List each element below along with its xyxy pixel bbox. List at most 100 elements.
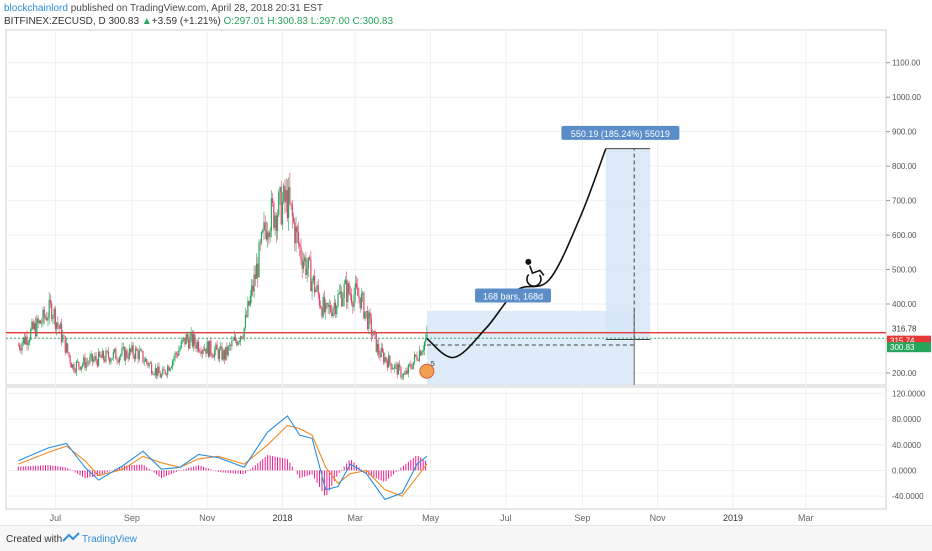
histogram-bar <box>67 468 68 470</box>
histogram-bar <box>398 470 399 471</box>
candle-body <box>68 352 69 356</box>
y-tick-label: 900.00 <box>892 128 917 137</box>
indicator-tick-label: -40.0000 <box>892 492 924 501</box>
histogram-bar <box>198 465 199 470</box>
histogram-bar <box>410 460 411 471</box>
candle-body <box>307 269 308 275</box>
histogram-bar <box>50 465 51 470</box>
candle-body <box>378 344 379 355</box>
histogram-bar <box>178 470 179 471</box>
candle-body <box>408 365 409 374</box>
histogram-bar <box>317 470 318 482</box>
candle-body <box>167 366 168 374</box>
histogram-bar <box>304 470 305 476</box>
candle-body <box>281 187 282 224</box>
candle-body <box>75 371 76 372</box>
candle-body <box>58 326 59 329</box>
candle-body <box>105 351 106 362</box>
candle-body <box>183 338 184 340</box>
histogram-bar <box>287 459 288 471</box>
candle-body <box>82 364 83 366</box>
candle-body <box>86 362 87 368</box>
y-tick-label: 500.00 <box>892 266 917 275</box>
candle-body <box>210 341 211 354</box>
candle-body <box>363 293 364 318</box>
candle-body <box>368 313 369 330</box>
histogram-bar <box>235 470 236 473</box>
candle-body <box>209 341 210 357</box>
candle-body <box>420 351 421 356</box>
candle-body <box>239 341 240 342</box>
candle-body <box>97 361 98 366</box>
candle-body <box>77 362 78 363</box>
candle-body <box>351 295 352 303</box>
candle-body <box>78 362 79 367</box>
histogram-bar <box>161 470 162 478</box>
candle-body <box>361 294 362 308</box>
candle-body <box>315 290 316 292</box>
candle-body <box>83 357 84 364</box>
candle-body <box>65 336 66 353</box>
candle-body <box>310 259 311 291</box>
histogram-bar <box>282 458 283 471</box>
candle-body <box>116 359 117 360</box>
candle-body <box>110 360 111 363</box>
histogram-bar <box>400 468 401 471</box>
candle-body <box>46 317 47 320</box>
histogram-bar <box>405 464 406 471</box>
candle-body <box>202 350 203 354</box>
histogram-bar <box>183 469 184 470</box>
candle-body <box>89 357 90 363</box>
candle-body <box>123 347 124 348</box>
histogram-bar <box>339 470 340 472</box>
histogram-bar <box>166 470 167 476</box>
x-tick-label: Nov <box>199 513 216 523</box>
candle-body <box>365 312 366 319</box>
candle-body <box>70 356 71 363</box>
candle-body <box>263 222 264 230</box>
candle-body <box>197 342 198 349</box>
candle-body <box>407 371 408 374</box>
candle-body <box>236 341 237 345</box>
histogram-bar <box>168 470 169 475</box>
histogram-bar <box>314 470 315 478</box>
candle-body <box>237 342 238 345</box>
indicator-tick-label: 0.0000 <box>892 466 917 475</box>
histogram-bar <box>383 470 384 481</box>
histogram-bar <box>144 465 145 470</box>
tradingview-logo-icon <box>62 532 80 544</box>
histogram-bar <box>270 456 271 471</box>
candle-body <box>120 355 121 357</box>
candle-body <box>182 340 183 341</box>
candle-body <box>279 187 280 192</box>
candle-body <box>350 293 351 294</box>
candle-body <box>405 371 406 375</box>
histogram-bar <box>215 470 216 471</box>
indicator-tick-label: 120.0000 <box>892 389 926 398</box>
histogram-bar <box>386 470 387 480</box>
histogram-bar <box>149 469 150 471</box>
candle-body <box>20 349 21 351</box>
candle-body <box>247 301 248 316</box>
candle-body <box>112 358 113 359</box>
x-tick-label: Jul <box>500 513 512 523</box>
tradingview-brand-link[interactable]: TradingView <box>82 534 137 545</box>
histogram-bar <box>30 466 31 470</box>
candle-body <box>34 323 35 329</box>
candle-body <box>228 346 229 355</box>
x-tick-label: Jul <box>50 513 62 523</box>
candle-body <box>262 230 263 232</box>
histogram-bar <box>196 466 197 471</box>
histogram-bar <box>238 470 239 473</box>
candle-body <box>28 342 29 345</box>
candle-body <box>24 337 25 344</box>
histogram-bar <box>403 466 404 471</box>
candle-body <box>187 334 188 339</box>
histogram-bar <box>307 470 308 475</box>
histogram-bar <box>391 470 392 476</box>
candle-body <box>244 328 245 338</box>
candle-body <box>342 298 343 306</box>
candle-body <box>41 323 42 324</box>
histogram-bar <box>373 470 374 477</box>
